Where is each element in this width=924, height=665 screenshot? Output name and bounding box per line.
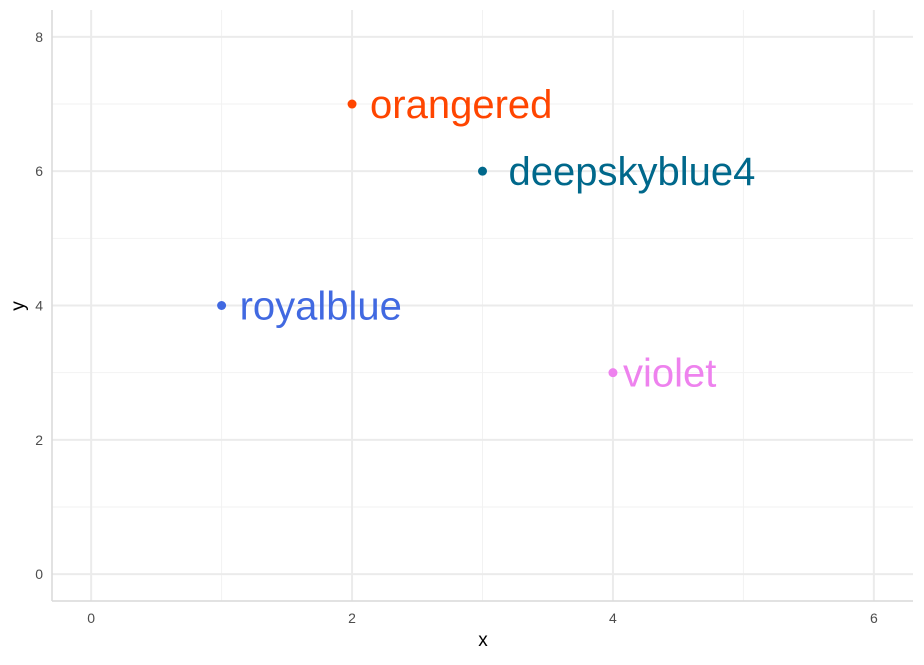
data-label: deepskyblue4 [509,150,756,194]
x-axis-label: x [478,630,488,651]
data-point [478,166,487,176]
data-point [217,301,227,310]
data-label: orangered [370,83,552,127]
y-tick-label: 4 [35,298,43,314]
data-label: violet [623,352,716,396]
x-tick-label: 4 [609,610,617,626]
y-tick-label: 8 [35,29,43,45]
marks: royalblue orangered deepskyblue4 violet [217,83,755,396]
grid [52,10,913,601]
y-tick-label: 6 [35,163,43,179]
y-axis-label: y [8,301,29,311]
axes: 0 2 4 6 0 2 4 6 8 [35,10,913,626]
y-tick-label: 0 [35,566,43,582]
x-tick-label: 6 [870,610,878,626]
data-point [347,99,357,109]
data-point [608,368,618,378]
y-tick-label: 2 [35,432,43,448]
x-tick-label: 2 [348,610,356,626]
data-label: royalblue [240,285,402,329]
x-tick-label: 0 [87,610,95,626]
